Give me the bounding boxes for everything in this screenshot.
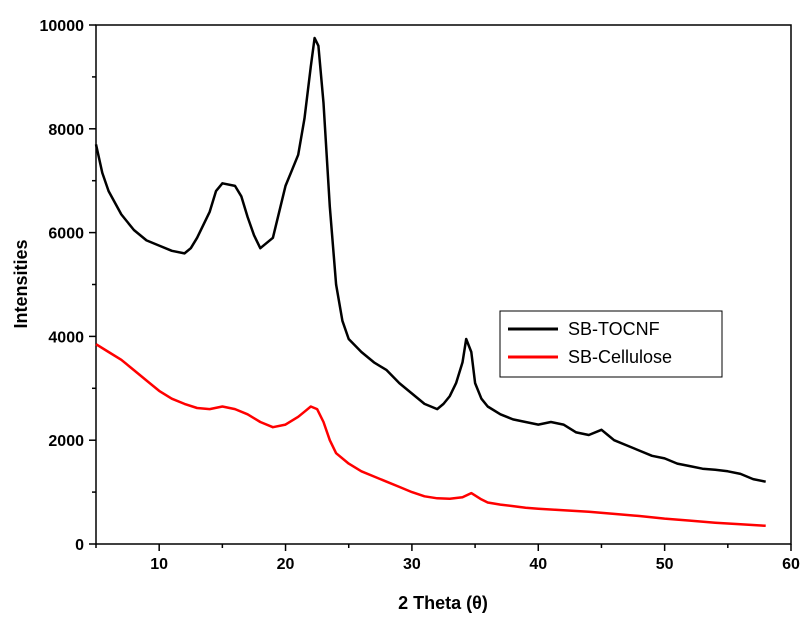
y-axis: 0 2000 4000 6000 8000 10000 bbox=[40, 18, 96, 554]
x-tick-label: 50 bbox=[656, 556, 674, 573]
y-axis-title: Intensities bbox=[11, 239, 31, 328]
x-axis-title: 2 Theta (θ) bbox=[398, 593, 488, 613]
y-tick-label: 0 bbox=[75, 537, 84, 554]
legend: SB-TOCNF SB-Cellulose bbox=[499, 310, 723, 378]
x-tick-label: 20 bbox=[277, 556, 295, 573]
x-axis: 10 20 30 40 50 60 bbox=[95, 544, 800, 573]
y-tick-label: 2000 bbox=[48, 433, 84, 450]
series-layer bbox=[94, 36, 766, 528]
x-tick-label: 60 bbox=[782, 556, 800, 573]
y-tick-label: 8000 bbox=[48, 122, 84, 139]
legend-label: SB-TOCNF bbox=[568, 319, 660, 339]
legend-label: SB-Cellulose bbox=[568, 347, 672, 367]
series-line-1 bbox=[94, 36, 766, 483]
y-tick-label: 10000 bbox=[40, 18, 85, 35]
legend-box bbox=[499, 310, 723, 378]
y-tick-label: 6000 bbox=[48, 226, 84, 243]
x-tick-label: 40 bbox=[529, 556, 547, 573]
series-line-2 bbox=[95, 343, 766, 528]
x-tick-label: 10 bbox=[150, 556, 168, 573]
x-tick-label: 30 bbox=[403, 556, 421, 573]
y-tick-label: 4000 bbox=[48, 329, 84, 346]
